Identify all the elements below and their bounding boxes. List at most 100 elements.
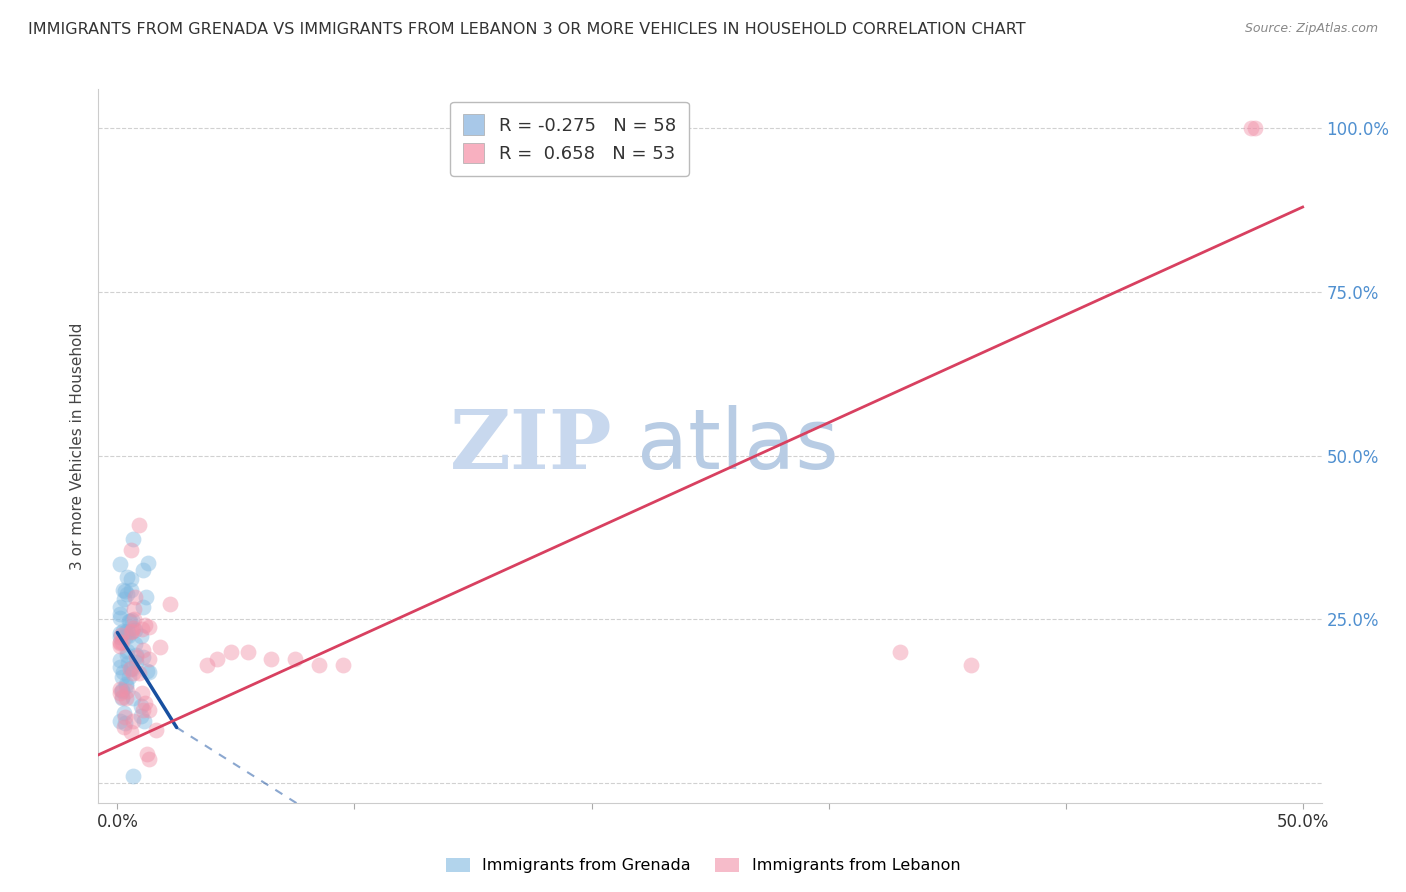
Point bbox=[120, 662, 142, 676]
Point bbox=[117, 657, 139, 671]
Point bbox=[138, 665, 160, 679]
Point bbox=[110, 690, 132, 704]
Point bbox=[120, 615, 142, 629]
Legend: R = -0.275   N = 58, R =  0.658   N = 53: R = -0.275 N = 58, R = 0.658 N = 53 bbox=[450, 102, 689, 176]
Point bbox=[1239, 121, 1261, 136]
Point bbox=[131, 698, 153, 713]
Point bbox=[121, 661, 143, 675]
Point bbox=[125, 649, 148, 664]
Legend: Immigrants from Grenada, Immigrants from Lebanon: Immigrants from Grenada, Immigrants from… bbox=[439, 851, 967, 880]
Point bbox=[108, 611, 131, 625]
Point bbox=[112, 720, 135, 734]
Point bbox=[145, 723, 167, 737]
Point bbox=[108, 630, 131, 644]
Point bbox=[111, 635, 134, 649]
Point bbox=[136, 747, 159, 761]
Point bbox=[121, 691, 143, 706]
Point bbox=[138, 703, 160, 717]
Point bbox=[121, 714, 143, 728]
Point bbox=[115, 691, 138, 706]
Point bbox=[138, 620, 160, 634]
Point bbox=[115, 570, 138, 584]
Point bbox=[118, 670, 141, 684]
Point bbox=[128, 665, 150, 680]
Point bbox=[108, 639, 131, 653]
Point bbox=[114, 706, 136, 720]
Point bbox=[108, 558, 131, 572]
Point bbox=[115, 679, 138, 693]
Point bbox=[115, 684, 138, 698]
Point bbox=[149, 640, 172, 654]
Point bbox=[135, 590, 157, 604]
Point bbox=[122, 768, 145, 782]
Point bbox=[124, 590, 146, 604]
Point bbox=[121, 532, 143, 546]
Point bbox=[108, 682, 131, 697]
Point bbox=[114, 715, 136, 730]
Point bbox=[132, 703, 155, 717]
Point bbox=[284, 652, 307, 666]
Point bbox=[117, 587, 139, 601]
Point bbox=[115, 644, 138, 658]
Point bbox=[219, 645, 242, 659]
Point bbox=[138, 752, 160, 766]
Point bbox=[108, 607, 131, 621]
Point bbox=[131, 599, 153, 614]
Point bbox=[236, 645, 259, 659]
Point bbox=[120, 725, 142, 739]
Point bbox=[120, 583, 142, 598]
Point bbox=[134, 696, 156, 710]
Point bbox=[308, 658, 330, 673]
Point bbox=[125, 655, 148, 669]
Point bbox=[132, 650, 155, 665]
Point bbox=[120, 624, 142, 639]
Point bbox=[115, 629, 138, 643]
Point bbox=[131, 623, 153, 637]
Point bbox=[132, 642, 155, 657]
Point bbox=[114, 624, 136, 639]
Point bbox=[138, 652, 160, 666]
Text: Source: ZipAtlas.com: Source: ZipAtlas.com bbox=[1244, 22, 1378, 36]
Point bbox=[197, 658, 219, 673]
Point bbox=[111, 669, 134, 683]
Point bbox=[111, 683, 134, 698]
Point bbox=[112, 624, 135, 638]
Text: IMMIGRANTS FROM GRENADA VS IMMIGRANTS FROM LEBANON 3 OR MORE VEHICLES IN HOUSEHO: IMMIGRANTS FROM GRENADA VS IMMIGRANTS FR… bbox=[28, 22, 1026, 37]
Point bbox=[134, 714, 156, 729]
Point bbox=[132, 563, 155, 577]
Point bbox=[108, 600, 131, 615]
Point bbox=[134, 618, 156, 632]
Point bbox=[121, 661, 143, 675]
Point bbox=[117, 624, 139, 638]
Point bbox=[108, 660, 131, 674]
Point bbox=[124, 601, 146, 615]
Point bbox=[108, 634, 131, 648]
Point bbox=[121, 613, 143, 627]
Point bbox=[111, 665, 134, 679]
Point bbox=[111, 683, 134, 698]
Point bbox=[108, 652, 131, 666]
Point bbox=[121, 621, 143, 635]
Text: atlas: atlas bbox=[637, 406, 838, 486]
Point bbox=[959, 658, 981, 673]
Point bbox=[117, 629, 139, 643]
Point bbox=[108, 686, 131, 700]
Point bbox=[131, 629, 153, 643]
Point bbox=[112, 591, 135, 606]
Point bbox=[120, 542, 142, 557]
Point bbox=[124, 637, 146, 651]
Text: ZIP: ZIP bbox=[450, 406, 612, 486]
Point bbox=[120, 572, 142, 586]
Point bbox=[118, 614, 141, 628]
Point bbox=[260, 652, 283, 666]
Point bbox=[121, 624, 143, 639]
Point bbox=[332, 658, 354, 673]
Point bbox=[128, 517, 150, 532]
Point bbox=[131, 686, 153, 700]
Point bbox=[1244, 121, 1267, 136]
Point bbox=[114, 710, 136, 724]
Point bbox=[136, 664, 159, 678]
Y-axis label: 3 or more Vehicles in Household: 3 or more Vehicles in Household bbox=[70, 322, 86, 570]
Point bbox=[108, 626, 131, 640]
Point bbox=[124, 612, 146, 626]
